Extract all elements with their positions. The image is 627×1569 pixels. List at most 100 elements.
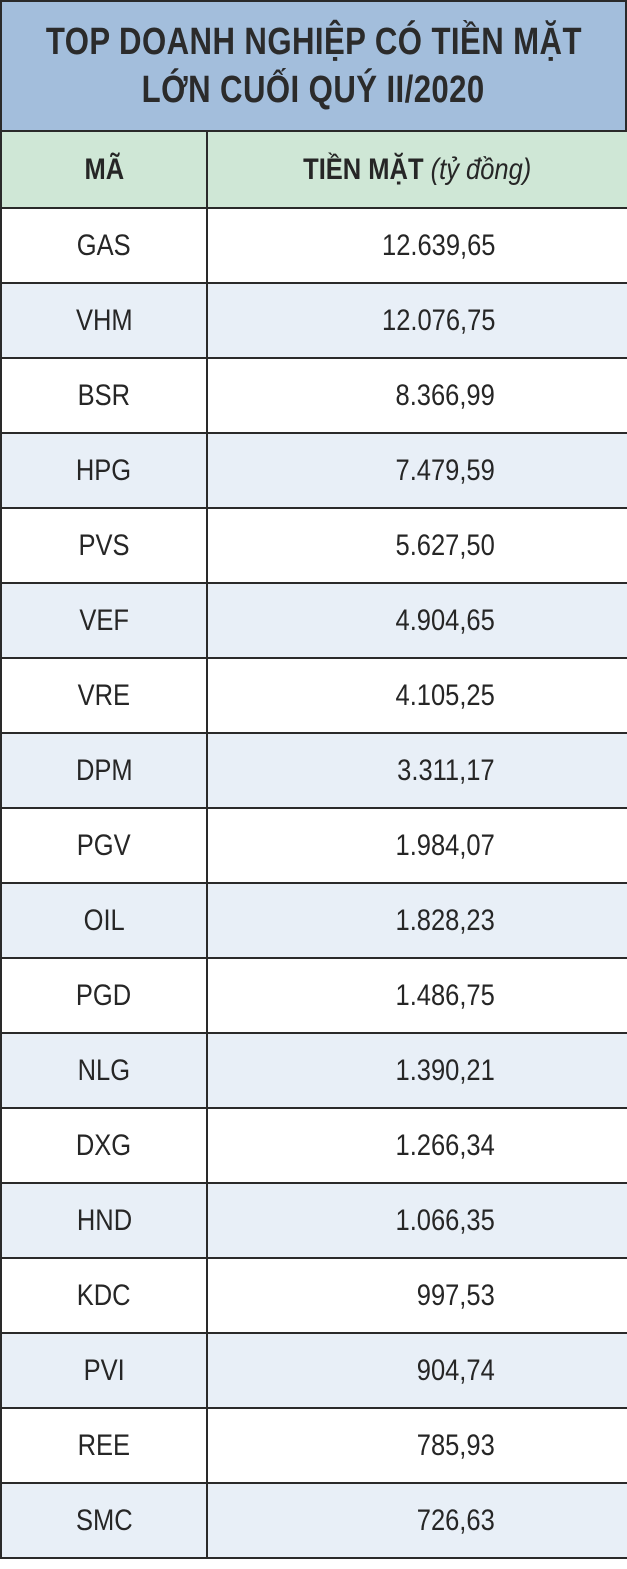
cash-value-text: 8.366,99: [395, 378, 495, 412]
code-text: DXG: [76, 1128, 132, 1162]
code-text: VHM: [75, 303, 133, 337]
code-text: PGD: [76, 978, 132, 1012]
table-row: DXG 1.266,34: [0, 1107, 627, 1184]
cash-value-text: 1.486,75: [395, 978, 495, 1012]
header-cash-wrap: TIỀN MẶT (tỷ đồng): [303, 153, 531, 187]
header-unit-label: (tỷ đồng): [430, 152, 532, 186]
cell-cash-value: 1.390,21: [206, 1032, 627, 1109]
cash-value-text: 904,74: [416, 1353, 495, 1387]
cell-code: DXG: [0, 1107, 208, 1184]
cell-cash-value: 726,63: [206, 1482, 627, 1559]
cell-code: HPG: [0, 432, 208, 509]
code-text: PGV: [77, 828, 131, 862]
code-text: PVS: [78, 528, 130, 562]
code-text: KDC: [77, 1278, 131, 1312]
cell-cash-value: 8.366,99: [206, 357, 627, 434]
code-text: NLG: [77, 1053, 131, 1087]
table-row: HND 1.066,35: [0, 1182, 627, 1259]
table-row: KDC 997,53: [0, 1257, 627, 1334]
cell-cash-value: 12.639,65: [206, 207, 627, 284]
cell-cash-value: 904,74: [206, 1332, 627, 1409]
cell-code: HND: [0, 1182, 208, 1259]
cash-value-text: 7.479,59: [395, 453, 495, 487]
cash-value-text: 1.828,23: [395, 903, 495, 937]
cell-code: PGV: [0, 807, 208, 884]
cell-cash-value: 7.479,59: [206, 432, 627, 509]
table-row: HPG 7.479,59: [0, 432, 627, 509]
cell-code: PVI: [0, 1332, 208, 1409]
code-text: BSR: [77, 378, 131, 412]
code-text: GAS: [77, 228, 131, 262]
cell-code: BSR: [0, 357, 208, 434]
code-text: VEF: [79, 603, 129, 637]
cash-value-text: 997,53: [416, 1278, 495, 1312]
cash-value-text: 3.311,17: [397, 753, 495, 787]
cash-value-text: 1.266,34: [395, 1128, 495, 1162]
header-cash-label: TIỀN MẶT: [303, 152, 424, 186]
table-row: OIL 1.828,23: [0, 882, 627, 959]
cell-code: OIL: [0, 882, 208, 959]
cell-code: PVS: [0, 507, 208, 584]
table-row: PGV 1.984,07: [0, 807, 627, 884]
table-row: PVI 904,74: [0, 1332, 627, 1409]
cell-code: PGD: [0, 957, 208, 1034]
cash-value-text: 5.627,50: [395, 528, 495, 562]
cash-value-text: 12.639,65: [381, 228, 495, 262]
cell-code: VHM: [0, 282, 208, 359]
code-text: DPM: [75, 753, 133, 787]
table-row: VEF 4.904,65: [0, 582, 627, 659]
cash-value-text: 4.105,25: [395, 678, 495, 712]
table-row: VRE 4.105,25: [0, 657, 627, 734]
cell-cash-value: 1.984,07: [206, 807, 627, 884]
table-row: SMC 726,63: [0, 1482, 627, 1559]
cell-cash-value: 12.076,75: [206, 282, 627, 359]
cell-code: DPM: [0, 732, 208, 809]
table-row: PVS 5.627,50: [0, 507, 627, 584]
cell-code: NLG: [0, 1032, 208, 1109]
code-text: VRE: [77, 678, 131, 712]
cash-value-text: 1.066,35: [395, 1203, 495, 1237]
cell-cash-value: 1.266,34: [206, 1107, 627, 1184]
table-body: GAS 12.639,65 VHM 12.076,75 BSR 8.366,99 HPG 7.…: [0, 207, 627, 1559]
cell-cash-value: 1.486,75: [206, 957, 627, 1034]
table-row: PGD 1.486,75: [0, 957, 627, 1034]
cell-cash-value: 3.311,17: [206, 732, 627, 809]
title-line-1: TOP DOANH NGHIỆP CÓ TIỀN MẶT: [45, 21, 582, 63]
cash-value-text: 1.984,07: [395, 828, 495, 862]
cell-code: GAS: [0, 207, 208, 284]
header-cash: TIỀN MẶT (tỷ đồng): [206, 130, 627, 209]
table-row: BSR 8.366,99: [0, 357, 627, 434]
cash-table: MÃ TIỀN MẶT (tỷ đồng) GAS 12.639,65 VHM 12.…: [0, 130, 627, 1559]
title-banner: TOP DOANH NGHIỆP CÓ TIỀN MẶT LỚN CUỐI QU…: [0, 0, 627, 132]
header-code: MÃ: [0, 130, 208, 209]
table-row: VHM 12.076,75: [0, 282, 627, 359]
cell-cash-value: 1.828,23: [206, 882, 627, 959]
cell-cash-value: 4.904,65: [206, 582, 627, 659]
code-text: PVI: [83, 1353, 125, 1387]
code-text: SMC: [75, 1503, 133, 1537]
cell-cash-value: 5.627,50: [206, 507, 627, 584]
cell-code: VEF: [0, 582, 208, 659]
table-row: GAS 12.639,65: [0, 207, 627, 284]
table-row: REE 785,93: [0, 1407, 627, 1484]
cell-cash-value: 785,93: [206, 1407, 627, 1484]
cell-cash-value: 4.105,25: [206, 657, 627, 734]
cash-value-text: 1.390,21: [395, 1053, 495, 1087]
cash-value-text: 726,63: [416, 1503, 495, 1537]
cash-value-text: 785,93: [416, 1428, 495, 1462]
header-code-label: MÃ: [84, 152, 124, 186]
code-text: OIL: [83, 903, 125, 937]
code-text: HND: [76, 1203, 132, 1237]
cell-code: SMC: [0, 1482, 208, 1559]
cash-value-text: 12.076,75: [381, 303, 495, 337]
cell-cash-value: 1.066,35: [206, 1182, 627, 1259]
cash-value-text: 4.904,65: [395, 603, 495, 637]
title-line-2: LỚN CUỐI QUÝ II/2020: [141, 69, 485, 111]
cell-cash-value: 997,53: [206, 1257, 627, 1334]
cell-code: REE: [0, 1407, 208, 1484]
table-row: NLG 1.390,21: [0, 1032, 627, 1109]
table-row: DPM 3.311,17: [0, 732, 627, 809]
cell-code: VRE: [0, 657, 208, 734]
header-row: MÃ TIỀN MẶT (tỷ đồng): [0, 130, 627, 209]
